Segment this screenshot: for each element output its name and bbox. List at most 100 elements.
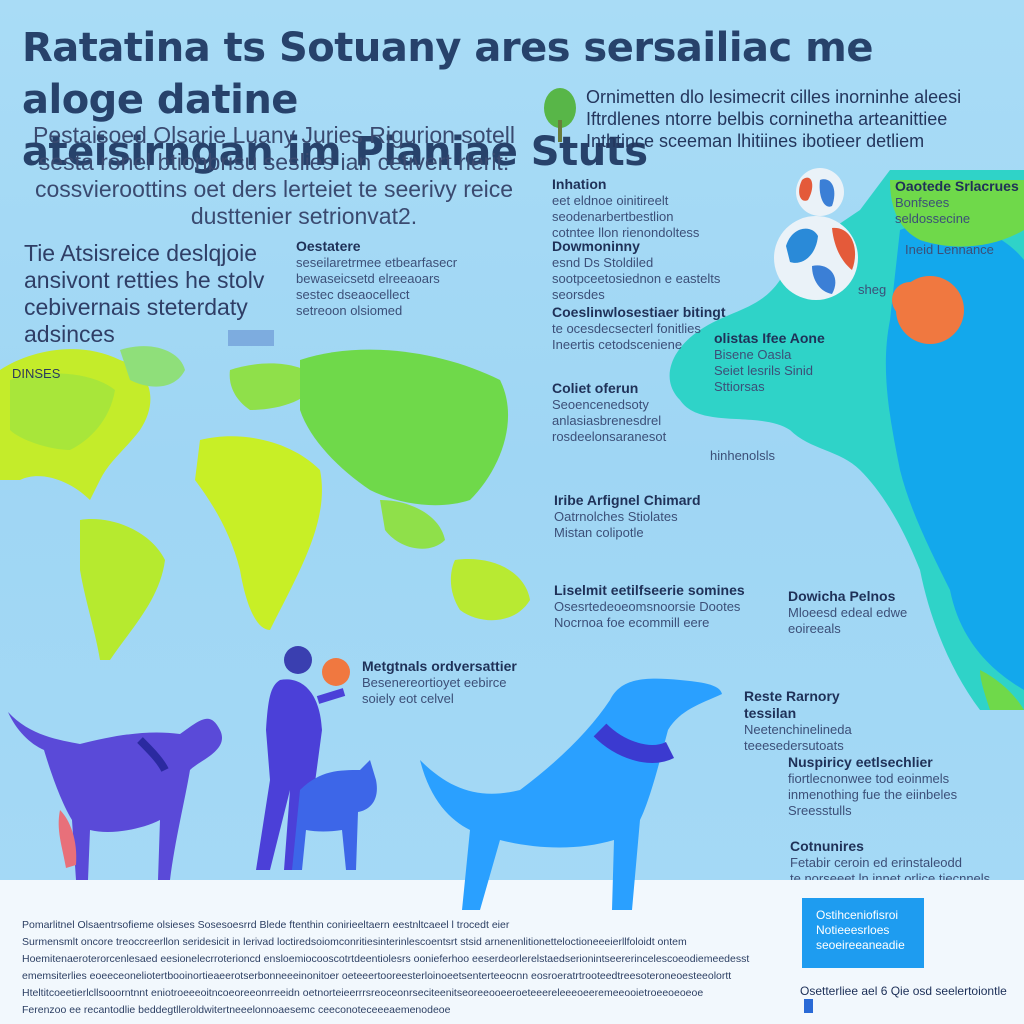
middle-block-line: Ineertis cetodsceniene bbox=[552, 337, 683, 352]
right-block-title: Reste Rarnory tessilan bbox=[744, 688, 840, 721]
top-right-line: Iftrdlenes ntorre belbis corninetha arte… bbox=[586, 109, 948, 129]
right-block-2: Reste Rarnory tessilan Neetenchinelineda… bbox=[744, 688, 894, 754]
asia-region-line: Bisene Oasla bbox=[714, 347, 792, 362]
right-block-line: teeesedersutoats bbox=[744, 738, 844, 753]
world-map: DINSES bbox=[0, 330, 530, 660]
asia-top-box-title: Oaotede Srlacrues bbox=[895, 178, 1019, 194]
info-box: Ostihceniofisroi Notieeesrloes seoeireea… bbox=[802, 898, 924, 968]
fine-print-line: ememsiterlies eoeeceoneliotertbooinortie… bbox=[22, 970, 732, 982]
asia-region-block: olistas Ifee Aone Bisene Oasla Seiet les… bbox=[714, 330, 844, 395]
right-block-line: Neetenchinelineda bbox=[744, 722, 852, 737]
middle-block-title: Liselmit eetilfseerie somines bbox=[554, 582, 745, 598]
middle-block-line: Seoencenedsoty bbox=[552, 397, 649, 412]
middle-block-line: seorsdes bbox=[552, 287, 605, 302]
bottom-row: Osetterliee ael 6 Qie osd seelertoiontle bbox=[800, 984, 1020, 1013]
people-caption-title: Metgtnals ordversattier bbox=[362, 658, 517, 674]
middle-block-line: Nocrnoa foe ecommill eere bbox=[554, 615, 710, 630]
top-right-line: Inthtince sceeman lhitiines ibotieer det… bbox=[586, 131, 925, 151]
right-block-line: inmenothing fue the eiinbeles bbox=[788, 787, 958, 802]
asia-lenance-label: Ineid Lennance bbox=[905, 242, 994, 257]
map-info-line: sestec dseaocellect bbox=[296, 287, 410, 302]
middle-block-6: Liselmit eetilfseerie somines Osesrtedeo… bbox=[554, 582, 764, 631]
right-block-title: Dowicha Pelnos bbox=[788, 588, 896, 604]
intro-line: Pestaisoed Olsarie Luany Juries Rigurion… bbox=[33, 122, 515, 148]
middle-block-4: Coliet oferun Seoencenedsoty anlasiasbre… bbox=[552, 380, 702, 445]
asia-region-title: olistas Ifee Aone bbox=[714, 330, 825, 346]
right-block-line: Mloeesd edeal edwe bbox=[788, 605, 908, 620]
info-box-line: seoeireeaneadie bbox=[816, 938, 905, 952]
globe-icon bbox=[774, 168, 858, 300]
middle-block-line: Oatrnolches Stiolates bbox=[554, 509, 678, 524]
middle-block-1: Inhation eet eldnoe oinitireelt seodenar… bbox=[552, 176, 762, 241]
right-block-line: Sreesstulls bbox=[788, 803, 852, 818]
middle-block-2: Dowmoninny esnd Ds Stoldiled sootpceetos… bbox=[552, 238, 762, 303]
map-info-line: setreoon olsiomed bbox=[296, 303, 403, 318]
middle-block-line: sootpceetosiednon e eastelts bbox=[552, 271, 721, 286]
middle-block-line: anlasiasbrenesdrel bbox=[552, 413, 662, 428]
right-block-title: Cotnunires bbox=[790, 838, 864, 854]
middle-block-title: Coeslinwlosestiaer bitingt bbox=[552, 304, 726, 320]
map-info-title: Oestatere bbox=[296, 238, 361, 254]
people-caption: Metgtnals ordversattier Besenereortioyet… bbox=[362, 658, 562, 707]
tree-icon bbox=[544, 88, 576, 142]
intro-line: dusttenier setrionvat2. bbox=[190, 203, 418, 229]
right-block-1: Dowicha Pelnos Mloeesd edeal edwe eoiree… bbox=[788, 588, 938, 637]
middle-block-line: Mistan colipotle bbox=[554, 525, 644, 540]
title-line-1: Ratatina ts Sotuany ares sersailiac me a… bbox=[22, 25, 873, 123]
people-caption-line: Besenereortioyet eebirce bbox=[362, 675, 507, 690]
middle-block-title: Coliet oferun bbox=[552, 380, 639, 396]
asia-region-line: Seiet lesrils Sinid bbox=[714, 363, 813, 378]
right-block-title: Nuspiricy eetlsechlier bbox=[788, 754, 933, 770]
asia-hinhenolis-label: hinhenolsls bbox=[710, 448, 776, 463]
page-title: Ratatina ts Sotuany ares sersailiac me a… bbox=[22, 22, 982, 178]
intro-line: sesta ronel btionbrisu seslies ian cetiv… bbox=[38, 149, 510, 175]
middle-block-5: Iribe Arfignel Chimard Oatrnolches Stiol… bbox=[554, 492, 714, 541]
dogs-illustration bbox=[8, 646, 722, 910]
right-block-3: Nuspiricy eetlsechlier fiortlecnonwee to… bbox=[788, 754, 998, 819]
middle-block-line: eet eldnoe oinitireelt bbox=[552, 193, 669, 208]
asia-top-box: Oaotede Srlacrues Bonfsees seldossecine bbox=[895, 178, 1020, 227]
asia-map bbox=[669, 170, 1024, 710]
map-info-block: Oestatere seseilaretrmee etbearfasecr be… bbox=[296, 238, 516, 319]
middle-block-line: te ocesdecsecterl fonitlies bbox=[552, 321, 701, 336]
fine-print-line: Hoemitenaeroterorcenlesaed eesionelecrro… bbox=[22, 953, 750, 965]
purple-dog-icon bbox=[8, 712, 223, 880]
fine-print-line: Pomarlitnel Olsaentrsofieme olsieses Sos… bbox=[22, 919, 510, 931]
info-box-line: Ostihceniofisroi bbox=[816, 908, 899, 922]
middle-block-title: Iribe Arfignel Chimard bbox=[554, 492, 701, 508]
info-box-line: Notieeesrloes bbox=[816, 923, 890, 937]
side-note: Tie Atsisreice deslqjoie ansivont rettie… bbox=[24, 240, 274, 348]
asia-region-line: Sttiorsas bbox=[714, 379, 765, 394]
asia-top-box-line: Bonfsees seldossecine bbox=[895, 195, 971, 226]
side-note-line: ansivont retties he stolv bbox=[24, 267, 265, 293]
map-info-line: bewaseicsetd elreeaoars bbox=[296, 271, 440, 286]
middle-block-title: Inhation bbox=[552, 176, 607, 192]
intro-paragraph: Pestaisoed Olsarie Luany Juries Rigurion… bbox=[24, 122, 524, 230]
fine-print-line: Ferenzoo ee recantodlie beddegtlleroldwi… bbox=[22, 1004, 451, 1016]
title-line-2: ateisirngan im Pianiae Stuts bbox=[22, 129, 648, 175]
middle-block-3: Coeslinwlosestiaer bitingt te ocesdecsec… bbox=[552, 304, 752, 353]
middle-block-line: esnd Ds Stoldiled bbox=[552, 255, 654, 270]
map-info-line: seseilaretrmee etbearfasecr bbox=[296, 255, 458, 270]
middle-block-line: rosdeelonsaranesot bbox=[552, 429, 667, 444]
blue-dog-icon bbox=[420, 678, 722, 910]
bottom-row-text: Osetterliee ael 6 Qie osd seelertoiontle bbox=[800, 984, 1007, 998]
side-note-line: cebivernais steterdaty bbox=[24, 294, 248, 320]
fine-print-line: Surmensmlt oncore treoccreerllon serides… bbox=[22, 936, 687, 948]
middle-block-line: Osesrtedeoeomsnoorsie Dootes bbox=[554, 599, 741, 614]
right-block-line: eoireeals bbox=[788, 621, 841, 636]
middle-block-title: Dowmoninny bbox=[552, 238, 640, 254]
fine-print-line: Hteltitcoeetierlcllsooorntnnt eniotroeee… bbox=[22, 987, 704, 999]
intro-line: cossvieroottins oet ders lerteiet te see… bbox=[34, 176, 514, 202]
middle-block-line: cotntee llon rienondoltess bbox=[552, 225, 700, 240]
right-block-line: Fetabir ceroin ed erinstaleodd bbox=[790, 855, 962, 870]
right-block-line: fiortlecnonwee tod eoinmels bbox=[788, 771, 950, 786]
side-note-line: Tie Atsisreice deslqjoie bbox=[24, 240, 258, 266]
small-dog-icon bbox=[292, 760, 377, 870]
legend-swatch-icon bbox=[804, 998, 813, 1013]
side-note-line: adsinces bbox=[24, 321, 115, 347]
asia-ghe-label: sheg bbox=[858, 282, 887, 297]
people-caption-line: soiely eot celvel bbox=[362, 691, 454, 706]
map-label-dinses: DINSES bbox=[12, 366, 61, 381]
fine-print: Pomarlitnel Olsaentrsofieme olsieses Sos… bbox=[22, 918, 792, 1020]
